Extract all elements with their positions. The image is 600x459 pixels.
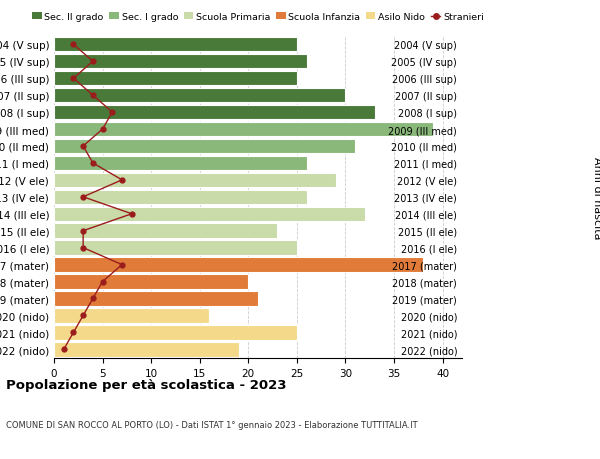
Bar — [54, 55, 307, 69]
Bar — [54, 342, 239, 357]
Bar — [54, 89, 346, 103]
Text: COMUNE DI SAN ROCCO AL PORTO (LO) - Dati ISTAT 1° gennaio 2023 - Elaborazione TU: COMUNE DI SAN ROCCO AL PORTO (LO) - Dati… — [6, 420, 418, 429]
Bar — [54, 173, 336, 188]
Bar — [54, 291, 258, 306]
Bar — [54, 72, 297, 86]
Bar — [54, 190, 307, 205]
Bar — [54, 258, 423, 272]
Bar — [54, 38, 297, 52]
Bar — [54, 275, 248, 289]
Bar — [54, 140, 355, 154]
Bar — [54, 308, 209, 323]
Bar — [54, 224, 277, 238]
Bar — [54, 241, 297, 255]
Bar — [54, 157, 307, 171]
Bar — [54, 123, 433, 137]
Bar — [54, 207, 365, 222]
Bar — [54, 106, 374, 120]
Text: Popolazione per età scolastica - 2023: Popolazione per età scolastica - 2023 — [6, 379, 287, 392]
Bar — [54, 325, 297, 340]
Text: Anni di nascita: Anni di nascita — [592, 156, 600, 239]
Legend: Sec. II grado, Sec. I grado, Scuola Primaria, Scuola Infanzia, Asilo Nido, Stran: Sec. II grado, Sec. I grado, Scuola Prim… — [28, 9, 488, 26]
